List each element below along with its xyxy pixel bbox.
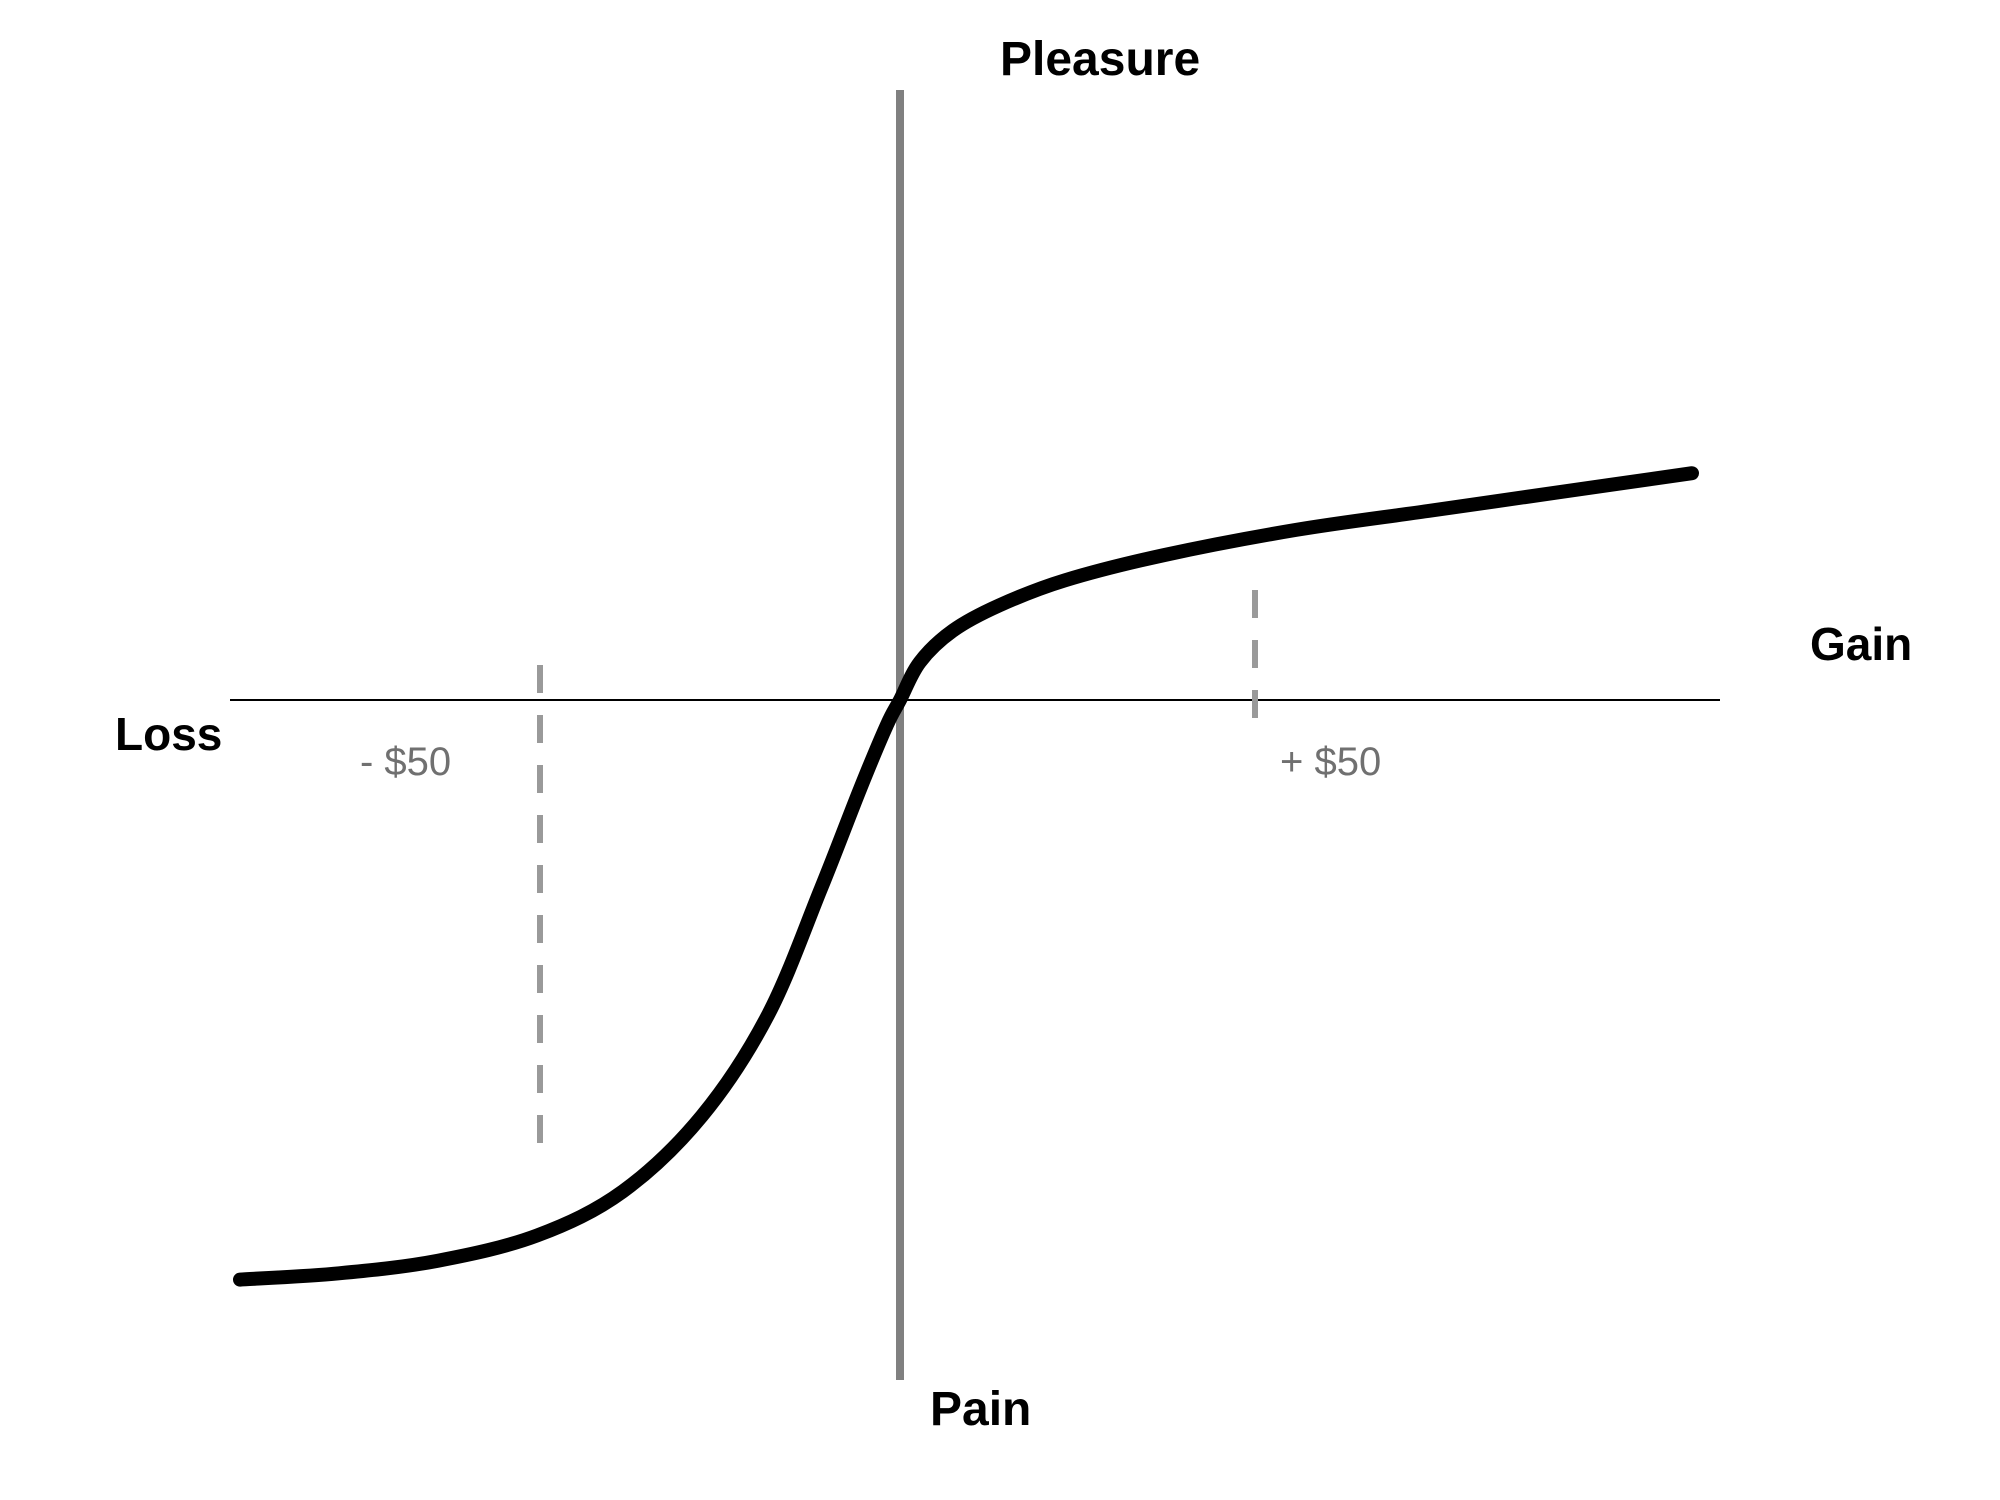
value-function-curve xyxy=(240,473,1692,1279)
x-axis-negative-label: Loss xyxy=(115,708,222,760)
prospect-theory-chart: Pleasure Pain Gain Loss - $50 + $50 xyxy=(0,0,2000,1500)
tick-label-minus-50: - $50 xyxy=(360,740,451,784)
tick-label-plus-50: + $50 xyxy=(1280,740,1381,784)
y-axis-positive-label: Pleasure xyxy=(1000,33,1200,86)
y-axis-negative-label: Pain xyxy=(930,1383,1031,1436)
x-axis-positive-label: Gain xyxy=(1810,618,1912,670)
